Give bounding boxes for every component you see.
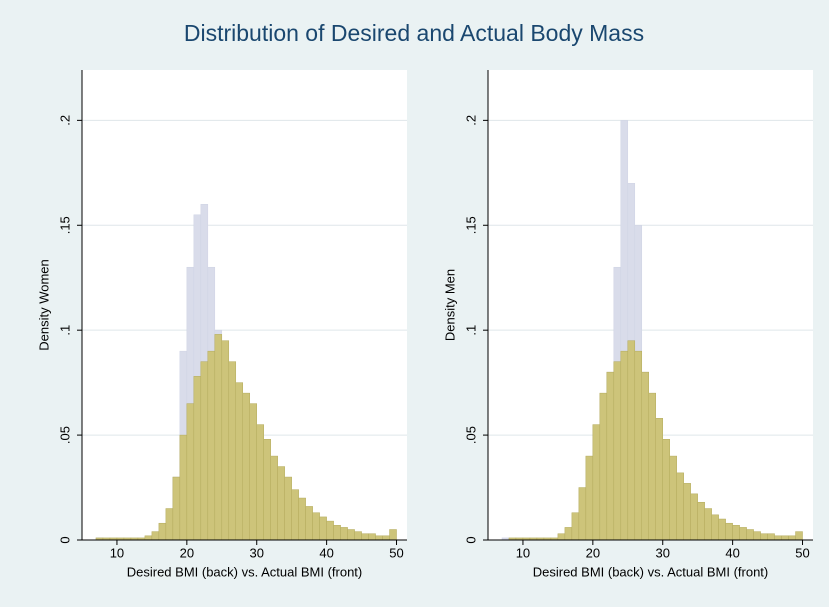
y-tick-label: 0	[463, 536, 478, 543]
bar	[571, 512, 580, 541]
bar	[151, 531, 160, 541]
bar	[704, 508, 712, 541]
bar	[627, 340, 636, 541]
bar	[319, 516, 327, 541]
bar	[634, 350, 643, 541]
bar	[186, 403, 195, 541]
bar	[256, 424, 264, 541]
bar	[354, 531, 362, 541]
bar	[249, 403, 257, 541]
bar	[340, 527, 348, 541]
bar	[326, 520, 334, 541]
bar	[746, 529, 754, 541]
bar	[207, 350, 216, 541]
bar	[144, 535, 153, 541]
bar	[641, 371, 650, 541]
bar	[683, 483, 691, 541]
bar	[158, 522, 167, 541]
bar	[284, 476, 292, 541]
y-tick-label: 0	[57, 536, 72, 543]
bar	[347, 529, 355, 541]
x-tick-label: 10	[516, 545, 530, 560]
x-tick-label: 20	[586, 545, 600, 560]
bar	[382, 535, 390, 541]
bar	[305, 506, 313, 541]
bar	[690, 493, 698, 541]
bar	[620, 350, 629, 541]
bar	[263, 439, 271, 541]
bar	[312, 512, 320, 541]
y-tick-label: .1	[57, 325, 72, 336]
bar	[242, 392, 250, 541]
bar	[221, 340, 230, 541]
x-tick-label: 50	[389, 545, 403, 560]
bar	[214, 334, 223, 541]
bar	[179, 434, 188, 541]
bar	[676, 472, 684, 541]
bar	[760, 533, 768, 541]
x-tick-label: 30	[655, 545, 669, 560]
bar	[298, 497, 306, 541]
y-axis-title: Density Women	[36, 259, 51, 351]
y-axis-title: Density Men	[442, 269, 457, 341]
bar	[200, 361, 209, 541]
x-tick-label: 10	[110, 545, 124, 560]
bar	[655, 418, 663, 541]
x-tick-label: 40	[319, 545, 333, 560]
y-tick-label: .2	[57, 115, 72, 126]
bar	[599, 392, 608, 541]
bar	[291, 489, 299, 541]
bar	[613, 361, 622, 541]
bar	[648, 392, 656, 541]
bar	[585, 455, 594, 541]
x-tick-label: 50	[795, 545, 809, 560]
bar	[795, 531, 803, 541]
bar	[564, 527, 573, 541]
bar	[228, 361, 237, 541]
x-axis-title: Desired BMI (back) vs. Actual BMI (front…	[127, 564, 363, 579]
bar	[361, 533, 369, 541]
bar	[739, 527, 747, 541]
bar	[333, 525, 341, 541]
x-tick-label: 30	[249, 545, 263, 560]
bar	[669, 455, 677, 541]
bar	[725, 522, 733, 541]
bar	[753, 531, 761, 541]
x-tick-label: 40	[725, 545, 739, 560]
bar	[277, 466, 285, 541]
y-tick-label: .05	[57, 426, 72, 444]
bar	[193, 376, 202, 541]
bar	[781, 535, 789, 541]
bar	[732, 525, 740, 541]
bar	[368, 533, 376, 541]
bar	[578, 487, 587, 541]
bar	[165, 508, 174, 541]
y-tick-label: .15	[57, 216, 72, 234]
y-tick-label: .1	[463, 325, 478, 336]
bar	[172, 476, 181, 541]
bar	[606, 371, 615, 541]
bar	[389, 529, 397, 541]
x-axis-title: Desired BMI (back) vs. Actual BMI (front…	[533, 564, 769, 579]
bar	[767, 533, 775, 541]
y-tick-label: .15	[463, 216, 478, 234]
bar	[662, 439, 670, 541]
bar	[557, 533, 566, 541]
bar	[697, 501, 705, 541]
y-tick-label: .05	[463, 426, 478, 444]
chart-title: Distribution of Desired and Actual Body …	[184, 20, 644, 46]
bar	[592, 424, 601, 541]
bar	[375, 535, 383, 541]
bar	[711, 514, 719, 541]
bar	[788, 535, 796, 541]
bar	[718, 518, 726, 541]
x-tick-label: 20	[180, 545, 194, 560]
bar	[774, 535, 782, 541]
bar	[270, 455, 278, 541]
bar	[235, 382, 244, 541]
y-tick-label: .2	[463, 115, 478, 126]
